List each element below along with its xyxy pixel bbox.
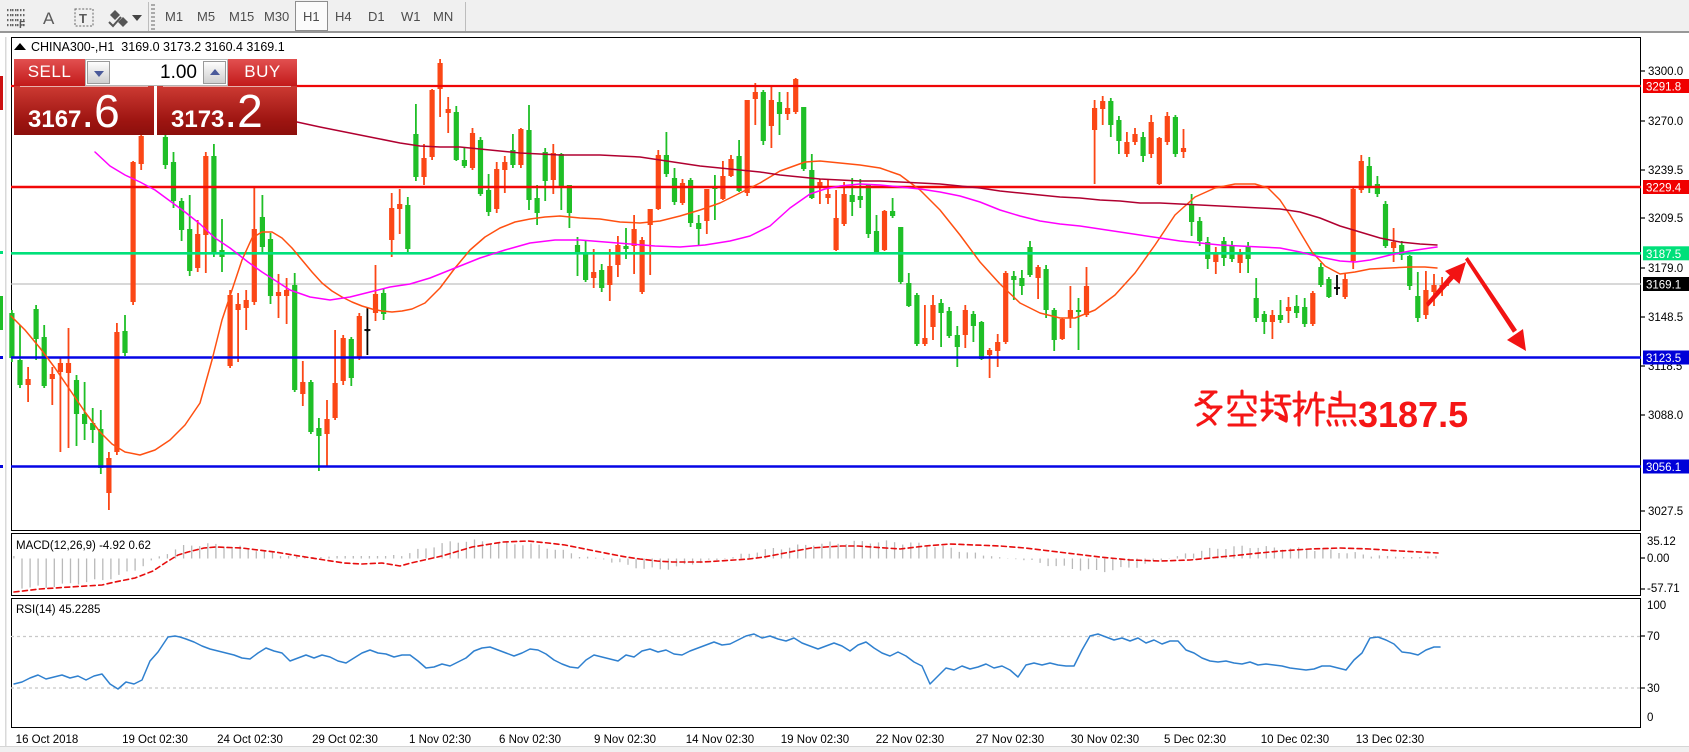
svg-text:3169.1: 3169.1	[1646, 280, 1681, 292]
svg-text:3027.5: 3027.5	[1648, 506, 1683, 518]
svg-text:35.12: 35.12	[1647, 536, 1676, 548]
svg-text:3291.8: 3291.8	[1646, 82, 1681, 94]
svg-text:29 Oct 02:30: 29 Oct 02:30	[312, 734, 378, 746]
svg-text:6 Nov 02:30: 6 Nov 02:30	[499, 734, 561, 746]
svg-text:3300.0: 3300.0	[1648, 66, 1683, 78]
svg-text:3123.5: 3123.5	[1646, 353, 1681, 365]
svg-text:14 Nov 02:30: 14 Nov 02:30	[686, 734, 754, 746]
svg-text:3270.0: 3270.0	[1648, 116, 1683, 128]
svg-text:16 Oct 2018: 16 Oct 2018	[16, 734, 79, 746]
svg-text:100: 100	[1647, 600, 1666, 612]
svg-text:24 Oct 02:30: 24 Oct 02:30	[217, 734, 283, 746]
svg-text:F: F	[19, 20, 25, 31]
svg-text:3239.5: 3239.5	[1648, 165, 1683, 177]
svg-text:70: 70	[1647, 631, 1660, 643]
svg-text:9 Nov 02:30: 9 Nov 02:30	[594, 734, 656, 746]
svg-text:1 Nov 02:30: 1 Nov 02:30	[409, 734, 471, 746]
svg-text:19 Nov 02:30: 19 Nov 02:30	[781, 734, 849, 746]
svg-text:13 Dec 02:30: 13 Dec 02:30	[1356, 734, 1424, 746]
svg-text:22 Nov 02:30: 22 Nov 02:30	[876, 734, 944, 746]
svg-text:3148.5: 3148.5	[1648, 312, 1683, 324]
svg-text:CHINA300-,H1 3169.0 3173.2 31: CHINA300-,H1 3169.0 3173.2 3160.4 3169.1	[31, 40, 285, 54]
svg-text:5 Dec 02:30: 5 Dec 02:30	[1164, 734, 1226, 746]
svg-text:T: T	[79, 11, 87, 26]
svg-text:3179.0: 3179.0	[1648, 263, 1683, 275]
svg-text:MACD(12,26,9) -4.92 0.62: MACD(12,26,9) -4.92 0.62	[16, 540, 151, 552]
svg-text:-57.71: -57.71	[1647, 583, 1680, 595]
svg-text:3229.4: 3229.4	[1646, 183, 1682, 195]
svg-text:A: A	[43, 9, 55, 28]
svg-text:3088.0: 3088.0	[1648, 410, 1683, 422]
svg-text:0.00: 0.00	[1647, 553, 1669, 565]
svg-text:19 Oct 02:30: 19 Oct 02:30	[122, 734, 188, 746]
svg-text:3209.5: 3209.5	[1648, 213, 1683, 225]
svg-text:3187.5: 3187.5	[1646, 249, 1681, 261]
svg-text:30 Nov 02:30: 30 Nov 02:30	[1071, 734, 1139, 746]
svg-text:30: 30	[1647, 683, 1660, 695]
svg-text:3187.5: 3187.5	[1358, 394, 1468, 435]
svg-text:10 Dec 02:30: 10 Dec 02:30	[1261, 734, 1329, 746]
svg-text:0: 0	[1647, 712, 1653, 724]
svg-text:3056.1: 3056.1	[1646, 462, 1681, 474]
svg-text:27 Nov 02:30: 27 Nov 02:30	[976, 734, 1044, 746]
svg-text:RSI(14) 45.2285: RSI(14) 45.2285	[16, 604, 100, 616]
